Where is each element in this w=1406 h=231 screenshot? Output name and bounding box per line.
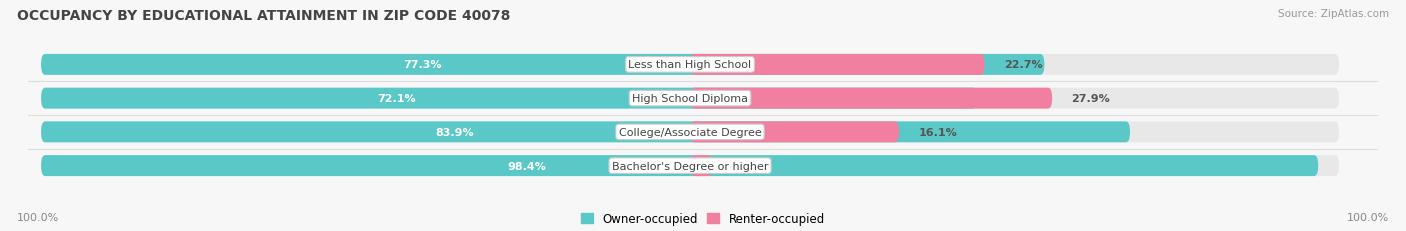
Text: 16.1%: 16.1%	[918, 127, 957, 137]
Text: 27.9%: 27.9%	[1071, 94, 1111, 104]
FancyBboxPatch shape	[690, 88, 1052, 109]
FancyBboxPatch shape	[41, 122, 1130, 143]
FancyBboxPatch shape	[690, 55, 984, 76]
Text: 98.4%: 98.4%	[508, 161, 546, 171]
Text: Less than High School: Less than High School	[628, 60, 752, 70]
FancyBboxPatch shape	[41, 88, 1339, 109]
Text: High School Diploma: High School Diploma	[633, 94, 748, 104]
Text: 100.0%: 100.0%	[1347, 212, 1389, 222]
Text: Bachelor's Degree or higher: Bachelor's Degree or higher	[612, 161, 768, 171]
Text: OCCUPANCY BY EDUCATIONAL ATTAINMENT IN ZIP CODE 40078: OCCUPANCY BY EDUCATIONAL ATTAINMENT IN Z…	[17, 9, 510, 23]
Text: 1.7%: 1.7%	[731, 161, 762, 171]
Text: 83.9%: 83.9%	[436, 127, 474, 137]
Text: 100.0%: 100.0%	[17, 212, 59, 222]
FancyBboxPatch shape	[41, 155, 1319, 176]
Text: College/Associate Degree: College/Associate Degree	[619, 127, 762, 137]
FancyBboxPatch shape	[690, 155, 711, 176]
Text: Source: ZipAtlas.com: Source: ZipAtlas.com	[1278, 9, 1389, 19]
FancyBboxPatch shape	[41, 88, 977, 109]
FancyBboxPatch shape	[41, 55, 1045, 76]
FancyBboxPatch shape	[41, 55, 1339, 76]
Legend: Owner-occupied, Renter-occupied: Owner-occupied, Renter-occupied	[581, 212, 825, 225]
FancyBboxPatch shape	[690, 122, 898, 143]
Text: 72.1%: 72.1%	[377, 94, 416, 104]
Text: 22.7%: 22.7%	[1004, 60, 1043, 70]
Text: 77.3%: 77.3%	[404, 60, 441, 70]
FancyBboxPatch shape	[41, 122, 1339, 143]
FancyBboxPatch shape	[41, 155, 1339, 176]
